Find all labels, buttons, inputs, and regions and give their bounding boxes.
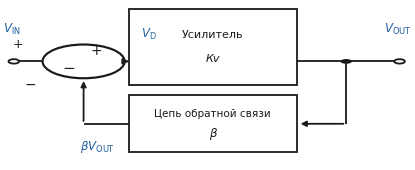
Circle shape — [43, 45, 124, 78]
Text: Усилитель: Усилитель — [182, 30, 244, 40]
Text: $\beta V_{\mathsf{OUT}}$: $\beta V_{\mathsf{OUT}}$ — [81, 139, 115, 155]
Text: −: − — [24, 78, 36, 92]
Text: $V_{\mathsf{IN}}$: $V_{\mathsf{IN}}$ — [3, 22, 21, 37]
Text: Кv: Кv — [205, 54, 220, 64]
Bar — [129, 95, 297, 152]
Circle shape — [340, 59, 352, 64]
Text: −: − — [62, 61, 75, 76]
Bar — [129, 9, 297, 85]
Text: β: β — [209, 127, 217, 140]
Text: $V_{\mathsf{OUT}}$: $V_{\mathsf{OUT}}$ — [384, 22, 411, 37]
Text: $V_{\mathsf{D}}$: $V_{\mathsf{D}}$ — [142, 27, 157, 42]
Text: Цепь обратной связи: Цепь обратной связи — [154, 109, 271, 119]
Text: +: + — [12, 38, 23, 51]
Text: +: + — [91, 44, 103, 58]
